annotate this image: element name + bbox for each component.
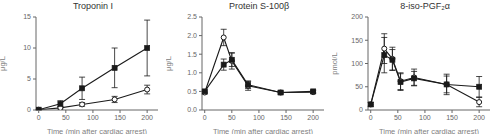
svg-text:15: 15 [23, 13, 31, 20]
svg-text:0.5: 0.5 [187, 88, 197, 95]
html-text:Protein S-100β: Protein S-100β [228, 1, 290, 11]
svg-text:Time (min after cardiac arrest: Time (min after cardiac arrest) [47, 127, 148, 134]
svg-text:Time (min after cardiac arrest: Time (min after cardiac arrest) [213, 127, 314, 134]
svg-text:150: 150 [280, 114, 292, 121]
svg-text:200: 200 [351, 13, 363, 20]
svg-text:2.0: 2.0 [187, 32, 197, 39]
svg-text:100: 100 [253, 114, 265, 121]
svg-text:50: 50 [228, 114, 236, 121]
svg-text:100: 100 [351, 60, 363, 67]
svg-text:150: 150 [114, 114, 126, 121]
svg-text:100: 100 [87, 114, 99, 121]
html-text:8-iso-PGF₂α: 8-iso-PGF₂α [400, 1, 450, 11]
svg-text:100: 100 [419, 114, 431, 121]
svg-text:1.0: 1.0 [187, 69, 197, 76]
svg-text:50: 50 [355, 83, 363, 90]
svg-text:μg/L: μg/L [166, 56, 173, 71]
svg-text:2.5: 2.5 [187, 13, 197, 20]
svg-text:200: 200 [473, 114, 485, 121]
svg-text:150: 150 [351, 37, 363, 44]
svg-text:0: 0 [27, 106, 31, 113]
svg-text:200: 200 [307, 114, 319, 121]
svg-text:50: 50 [62, 114, 70, 121]
svg-text:0: 0 [359, 106, 363, 113]
svg-text:0: 0 [369, 114, 373, 121]
svg-text:10: 10 [23, 44, 31, 51]
svg-text:pmol/L: pmol/L [332, 52, 339, 75]
svg-text:150: 150 [446, 114, 458, 121]
svg-text:50: 50 [394, 114, 402, 121]
svg-text:200: 200 [141, 114, 153, 121]
html-text:Troponin I: Troponin I [72, 1, 114, 11]
svg-text:0: 0 [203, 114, 207, 121]
svg-text:Time (min after cardiac arrest: Time (min after cardiac arrest) [379, 127, 480, 134]
svg-text:1.5: 1.5 [187, 51, 197, 58]
svg-text:5: 5 [27, 75, 31, 82]
svg-text:0: 0 [37, 114, 41, 121]
svg-text:0.0: 0.0 [187, 106, 197, 113]
